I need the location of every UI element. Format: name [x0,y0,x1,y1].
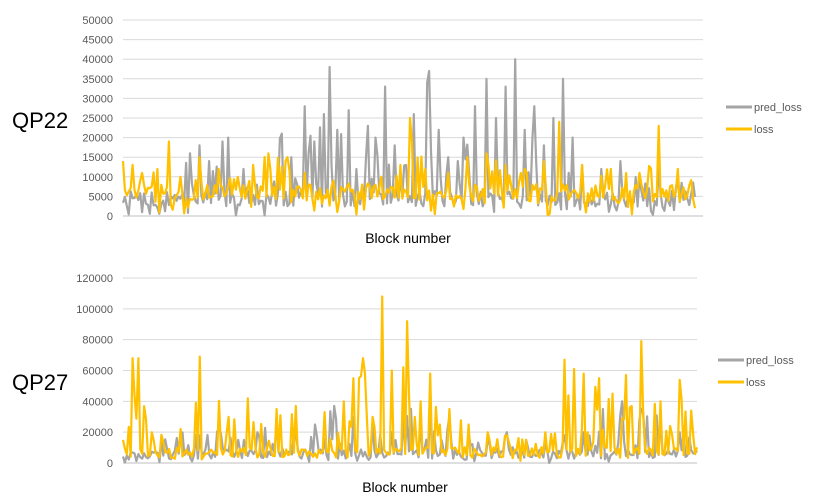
y-tick-label: 20000 [82,133,113,145]
legend-label-loss: loss [746,377,766,389]
y-tick-label: 100000 [76,304,113,316]
y-tick-label: 35000 [82,74,113,86]
panel-label-qp27: QP27 [12,370,69,395]
panel-label-qp22: QP22 [12,108,69,133]
legend-label-loss: loss [754,124,774,136]
legend-label-pred-loss: pred_loss [746,355,794,367]
x-axis-label: Block number [365,230,451,246]
y-tick-label: 10000 [82,172,113,184]
y-tick-label: 120000 [76,273,113,285]
y-tick-label: 45000 [82,35,113,47]
y-tick-label: 20000 [82,427,113,439]
y-tick-label: 0 [107,211,113,223]
legend-label-pred-loss: pred_loss [754,102,802,114]
y-tick-label: 25000 [82,113,113,125]
y-tick-label: 40000 [82,54,113,66]
y-tick-label: 40000 [82,396,113,408]
y-tick-label: 30000 [82,93,113,105]
y-tick-label: 0 [107,458,113,470]
series-line-loss [121,116,697,217]
series-line-loss [121,295,699,462]
y-tick-label: 15000 [82,152,113,164]
y-tick-label: 60000 [82,366,113,378]
x-axis-label: Block number [362,479,448,495]
y-tick-label: 80000 [82,335,113,347]
y-tick-label: 5000 [89,191,113,203]
y-tick-label: 50000 [82,15,113,27]
series-line-pred-loss [121,58,697,217]
